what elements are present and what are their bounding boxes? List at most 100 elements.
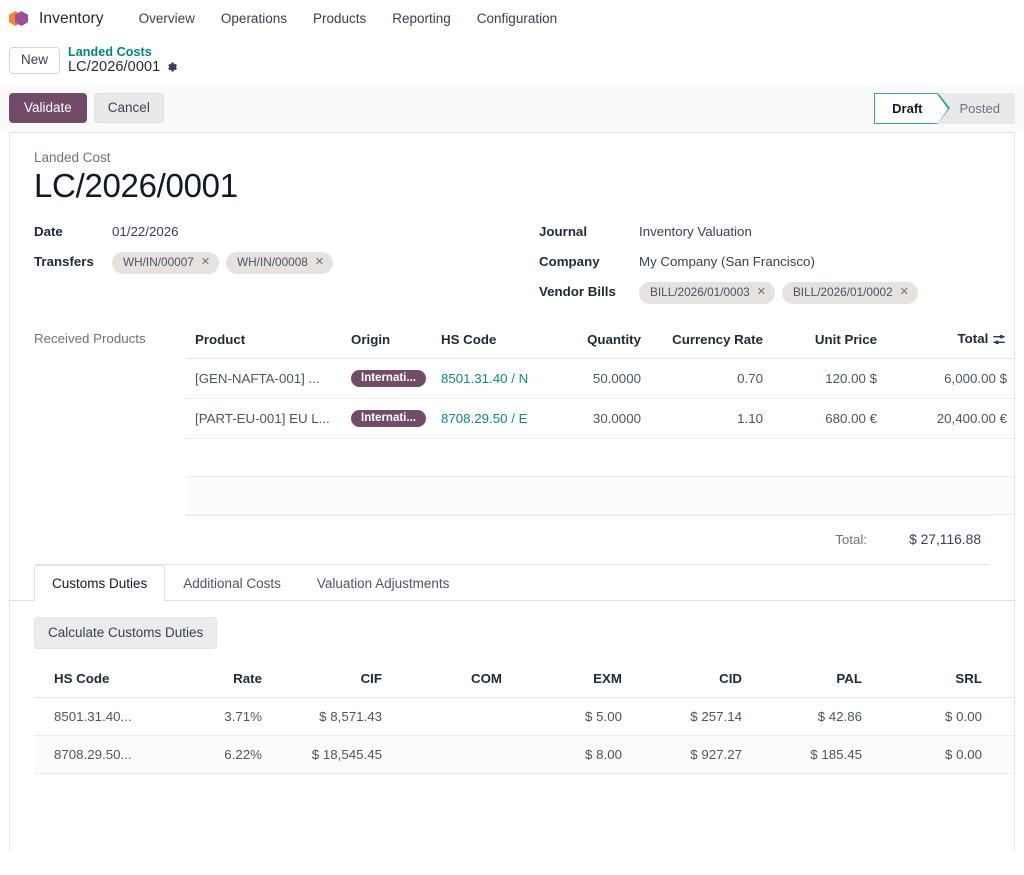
cell-duty-com[interactable] xyxy=(394,697,514,737)
cell-duty-pal[interactable]: $ 185.45 xyxy=(754,735,874,775)
table-header-row: Product Origin HS Code Quantity Currency… xyxy=(186,328,1014,360)
cell-unit-price[interactable]: 120.00 $ xyxy=(772,358,886,400)
cell-duty-exm[interactable]: $ 5.00 xyxy=(514,697,634,737)
cell-duty-rate[interactable]: 6.22% xyxy=(174,735,274,775)
col-duty-hs-code[interactable]: HS Code xyxy=(34,667,174,699)
cell-duty-srl[interactable]: $ 0.00 xyxy=(874,697,994,737)
origin-badge[interactable]: Internati... xyxy=(351,370,426,388)
cell-duty-pal[interactable]: $ 42.86 xyxy=(754,697,874,737)
transfer-tag[interactable]: WH/IN/00008 ✕ xyxy=(226,252,334,274)
col-product[interactable]: Product xyxy=(186,328,342,360)
breadcrumb-parent-link[interactable]: Landed Costs xyxy=(68,45,152,60)
field-journal-label: Journal xyxy=(539,224,588,240)
cell-currency-rate[interactable]: 0.70 xyxy=(650,358,772,400)
col-hs-code[interactable]: HS Code xyxy=(432,328,542,360)
table-row[interactable]: 8708.29.50... 6.22% $ 18,545.45 $ 8.00 $… xyxy=(34,735,1014,775)
remove-tag-icon[interactable]: ✕ xyxy=(314,255,325,268)
cell-duty-cid[interactable]: $ 927.27 xyxy=(634,735,754,775)
cell-duty-srl[interactable]: $ 0.00 xyxy=(874,735,994,775)
cancel-button[interactable]: Cancel xyxy=(93,93,164,123)
cell-duty-cif[interactable]: $ 18,545.45 xyxy=(274,735,394,775)
field-date-value[interactable]: 01/22/2026 xyxy=(112,224,179,240)
remove-tag-icon[interactable]: ✕ xyxy=(756,285,766,298)
col-duty-com[interactable]: COM xyxy=(394,667,514,699)
cell-duty-hs-code[interactable]: 8501.31.40... xyxy=(34,697,174,737)
tab-valuation-adjustments[interactable]: Valuation Adjustments xyxy=(316,576,450,592)
cell-duty-rate[interactable]: 3.71% xyxy=(174,697,274,737)
hs-code-link[interactable]: 8501.31.40 / N xyxy=(441,371,529,387)
new-button[interactable]: New xyxy=(9,46,61,75)
col-duty-options[interactable] xyxy=(994,667,1014,699)
hs-code-link[interactable]: 8708.29.50 / E xyxy=(441,411,528,427)
origin-badge[interactable]: Internati... xyxy=(351,410,426,428)
menu-products[interactable]: Products xyxy=(312,11,367,26)
cell-origin[interactable]: Internati... xyxy=(342,398,432,440)
status-step-draft[interactable]: Draft xyxy=(874,92,950,124)
menu-reporting[interactable]: Reporting xyxy=(392,11,451,26)
cell-origin[interactable]: Internati... xyxy=(342,358,432,400)
table-header-row: HS Code Rate CIF COM EXM CID PAL SRL xyxy=(34,667,1014,699)
col-duty-exm[interactable]: EXM xyxy=(514,667,634,699)
col-unit-price[interactable]: Unit Price xyxy=(772,328,886,360)
cell-total[interactable]: 20,400.00 € xyxy=(886,398,1014,440)
cell-duty-exm[interactable]: $ 8.00 xyxy=(514,735,634,775)
cell-duty-extra[interactable]: $ xyxy=(994,697,1014,737)
cell-hs-code[interactable]: 8501.31.40 / N xyxy=(432,358,542,400)
cell-product[interactable]: [GEN-NAFTA-001] ... xyxy=(186,358,342,400)
field-company: Company My Company (San Francisco) xyxy=(539,248,990,278)
received-products-section: Received Products Product Origin HS Code… xyxy=(34,328,1014,548)
cell-duty-cif[interactable]: $ 8,571.43 xyxy=(274,697,394,737)
cell-hs-code[interactable]: 8708.29.50 / E xyxy=(432,398,542,440)
cell-duty-hs-code[interactable]: 8708.29.50... xyxy=(34,735,174,775)
validate-button[interactable]: Validate xyxy=(9,93,87,123)
col-total[interactable]: Total xyxy=(886,328,1014,360)
cell-duty-com[interactable] xyxy=(394,735,514,775)
col-total-label: Total xyxy=(957,331,989,347)
sliders-icon[interactable] xyxy=(992,332,1007,347)
field-transfers: Transfers WH/IN/00007 ✕ WH/IN/00008 ✕ xyxy=(34,248,539,278)
field-journal: Journal Inventory Valuation xyxy=(539,218,990,248)
transfer-tag-label: WH/IN/00008 xyxy=(237,255,308,270)
cell-total[interactable]: 6,000.00 $ xyxy=(886,358,1014,400)
menu-overview[interactable]: Overview xyxy=(138,11,195,26)
col-duty-srl[interactable]: SRL xyxy=(874,667,994,699)
tab-additional-costs[interactable]: Additional Costs xyxy=(183,576,281,592)
field-company-value[interactable]: My Company (San Francisco) xyxy=(639,254,815,270)
cell-product[interactable]: [PART-EU-001] EU L... xyxy=(186,398,342,440)
col-origin[interactable]: Origin xyxy=(342,328,432,360)
field-company-label: Company xyxy=(539,254,600,270)
table-row[interactable]: 8501.31.40... 3.71% $ 8,571.43 $ 5.00 $ … xyxy=(34,697,1014,737)
menu-operations[interactable]: Operations xyxy=(220,11,287,26)
app-name[interactable]: Inventory xyxy=(39,9,104,27)
table-row[interactable]: [GEN-NAFTA-001] ... Internati... 8501.31… xyxy=(186,358,1014,400)
transfer-tag[interactable]: WH/IN/00007 ✕ xyxy=(112,252,220,274)
table-row[interactable]: [PART-EU-001] EU L... Internati... 8708.… xyxy=(186,398,1014,440)
cell-duty-cid[interactable]: $ 257.14 xyxy=(634,697,754,737)
remove-tag-icon[interactable]: ✕ xyxy=(899,285,909,298)
cell-quantity[interactable]: 30.0000 xyxy=(542,398,650,440)
form-sheet: Landed Cost LC/2026/0001 Date 01/22/2026… xyxy=(9,132,1015,850)
cell-unit-price[interactable]: 680.00 € xyxy=(772,398,886,440)
menu-configuration[interactable]: Configuration xyxy=(476,11,558,26)
field-journal-value[interactable]: Inventory Valuation xyxy=(639,224,752,240)
col-duty-rate[interactable]: Rate xyxy=(174,667,274,699)
tab-customs-duties[interactable]: Customs Duties xyxy=(34,565,166,602)
cell-duty-extra[interactable]: $ xyxy=(994,735,1014,775)
remove-tag-icon[interactable]: ✕ xyxy=(200,255,211,268)
breadcrumb: New Landed Costs LC/2026/0001 xyxy=(0,37,1024,84)
col-duty-cid[interactable]: CID xyxy=(634,667,754,699)
cell-quantity[interactable]: 50.0000 xyxy=(542,358,650,400)
cell-currency-rate[interactable]: 1.10 xyxy=(650,398,772,440)
vendor-bill-tag[interactable]: BILL/2026/01/0003 ✕ xyxy=(639,282,775,304)
col-currency-rate[interactable]: Currency Rate xyxy=(650,328,772,360)
calculate-customs-duties-button[interactable]: Calculate Customs Duties xyxy=(34,617,218,650)
odoo-logo-icon[interactable] xyxy=(9,8,30,29)
total-label: Total: xyxy=(835,532,867,548)
form-column-right: Journal Inventory Valuation Company My C… xyxy=(539,218,990,308)
col-duty-pal[interactable]: PAL xyxy=(754,667,874,699)
gear-icon[interactable] xyxy=(166,61,178,73)
col-duty-cif[interactable]: CIF xyxy=(274,667,394,699)
vendor-bill-tag[interactable]: BILL/2026/01/0002 ✕ xyxy=(781,282,918,304)
col-quantity[interactable]: Quantity xyxy=(542,328,650,360)
status-step-posted[interactable]: Posted xyxy=(937,92,1015,124)
